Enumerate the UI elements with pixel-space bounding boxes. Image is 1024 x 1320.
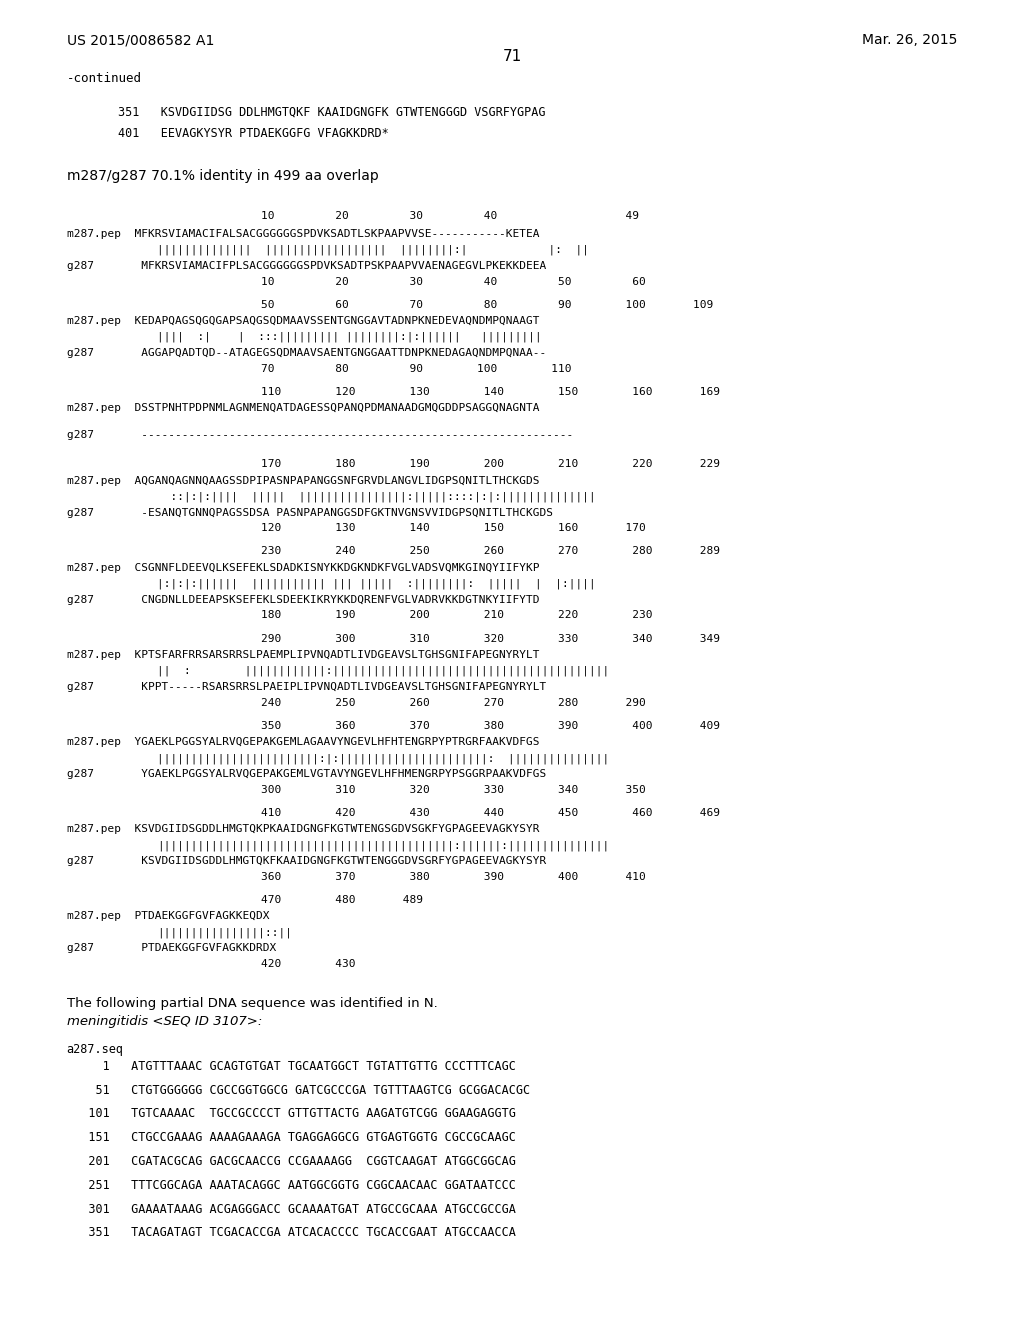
Text: g287       MFKRSVIAMACIFPLSACGGGGGGSPDVKSADTPSKPAAPVVAENAGEGVLPKEKKDEEA: g287 MFKRSVIAMACIFPLSACGGGGGGSPDVKSADTPS… [67, 261, 546, 271]
Text: m287.pep  PTDAEKGGFGVFAGKKEQDX: m287.pep PTDAEKGGFGVFAGKKEQDX [67, 911, 269, 921]
Text: 110        120        130        140        150        160       169: 110 120 130 140 150 160 169 [261, 387, 720, 397]
Text: 251   TTTCGGCAGA AAATACAGGC AATGGCGGTG CGGCAACAAC GGATAATCCC: 251 TTTCGGCAGA AAATACAGGC AATGGCGGTG CGG… [67, 1179, 515, 1192]
Text: 170        180        190        200        210        220       229: 170 180 190 200 210 220 229 [261, 459, 720, 470]
Text: 301   GAAAATAAAG ACGAGGGACC GCAAAATGAT ATGCCGCAAA ATGCCGCCGA: 301 GAAAATAAAG ACGAGGGACC GCAAAATGAT ATG… [67, 1203, 515, 1216]
Text: g287       CNGDNLLDEEAPSKSEFEKLSDEEKIKRYKKDQRENFVGLVADRVKKDGTNKYIIFYTD: g287 CNGDNLLDEEAPSKSEFEKLSDEEKIKRYKKDQRE… [67, 594, 539, 605]
Text: ||||||||||||||||||||||||:|:||||||||||||||||||||||:  |||||||||||||||: ||||||||||||||||||||||||:|:|||||||||||||… [157, 752, 609, 763]
Text: ||  :        ||||||||||||:|||||||||||||||||||||||||||||||||||||||||: || : ||||||||||||:||||||||||||||||||||||… [157, 667, 609, 676]
Text: 201   CGATACGCAG GACGCAACCG CCGAAAAGG  CGGTCAAGAT ATGGCGGCAG: 201 CGATACGCAG GACGCAACCG CCGAAAAGG CGGT… [67, 1155, 515, 1168]
Text: ||||||||||||||||||||||||||||||||||||||||||||:||||||:|||||||||||||||: ||||||||||||||||||||||||||||||||||||||||… [157, 841, 609, 850]
Text: ||||  :|    |  :::||||||||| ||||||||:|:||||||   |||||||||: |||| :| | :::||||||||| ||||||||:|:||||||… [157, 331, 542, 342]
Text: 10         20         30         40                   49: 10 20 30 40 49 [261, 211, 639, 222]
Text: 71: 71 [503, 49, 521, 63]
Text: g287       KSVDGIIDSGDDLHMGTQKFKAAIDGNGFKGTWTENGGGDVSGRFYGPAGEEVAGKYSYR: g287 KSVDGIIDSGDDLHMGTQKFKAAIDGNGFKGTWTE… [67, 857, 546, 866]
Text: m287.pep  YGAEKLPGGSYALRVQGEPAKGEMLAGAAVYNGEVLHFHTENGRPYPTRGRFAAKVDFGS: m287.pep YGAEKLPGGSYALRVQGEPAKGEMLAGAAVY… [67, 737, 539, 747]
Text: 360        370        380        390        400       410: 360 370 380 390 400 410 [261, 871, 646, 882]
Text: |:|:|:||||||  ||||||||||| ||| |||||  :||||||||:  |||||  |  |:||||: |:|:|:|||||| ||||||||||| ||| ||||| :||||… [157, 578, 595, 589]
Text: 180        190        200        210        220        230: 180 190 200 210 220 230 [261, 610, 652, 620]
Text: ||||||||||||||||::||: ||||||||||||||||::|| [157, 927, 292, 937]
Text: 151   CTGCCGAAAG AAAAGAAAGA TGAGGAGGCG GTGAGTGGTG CGCCGCAAGC: 151 CTGCCGAAAG AAAAGAAAGA TGAGGAGGCG GTG… [67, 1131, 515, 1144]
Text: g287       ----------------------------------------------------------------: g287 -----------------------------------… [67, 430, 572, 441]
Text: 51   CTGTGGGGGG CGCCGGTGGCG GATCGCCCGA TGTTTAAGTCG GCGGACACGC: 51 CTGTGGGGGG CGCCGGTGGCG GATCGCCCGA TGT… [67, 1084, 529, 1097]
Text: m287.pep  KPTSFARFRRSARSRRSLPAEMPLIPVNQADTLIVDGEAVSLTGHSGNIFAPEGNYRYLT: m287.pep KPTSFARFRRSARSRRSLPAEMPLIPVNQAD… [67, 651, 539, 660]
Text: -continued: -continued [67, 71, 141, 84]
Text: 101   TGTCAAAAC  TGCCGCCCCT GTTGTTACTG AAGATGTCGG GGAAGAGGTG: 101 TGTCAAAAC TGCCGCCCCT GTTGTTACTG AAGA… [67, 1107, 515, 1121]
Text: g287       -ESANQTGNNQPAGSSDSA PASNPAPANGGSDFGKTNVGNSVVIDGPSQNITLTHCKGDS: g287 -ESANQTGNNQPAGSSDSA PASNPAPANGGSDFG… [67, 507, 553, 517]
Text: g287       YGAEKLPGGSYALRVQGEPAKGEMLVGTAVYNGEVLHFHMENGRPYPSGGRPAAKVDFGS: g287 YGAEKLPGGSYALRVQGEPAKGEMLVGTAVYNGEV… [67, 768, 546, 779]
Text: The following partial DNA sequence was identified in N.: The following partial DNA sequence was i… [67, 997, 437, 1010]
Text: 350        360        370        380        390        400       409: 350 360 370 380 390 400 409 [261, 721, 720, 731]
Text: ::|:|:||||  |||||  ||||||||||||||||:|||||::::|:|:||||||||||||||: ::|:|:|||| ||||| ||||||||||||||||:|||||:… [157, 492, 595, 502]
Text: 401   EEVAGKYSYR PTDAEKGGFG VFAGKKDRD*: 401 EEVAGKYSYR PTDAEKGGFG VFAGKKDRD* [118, 128, 388, 140]
Text: 1   ATGTTTAAAC GCAGTGTGAT TGCAATGGCT TGTATTGTTG CCCTTTCAGC: 1 ATGTTTAAAC GCAGTGTGAT TGCAATGGCT TGTAT… [67, 1060, 515, 1073]
Text: US 2015/0086582 A1: US 2015/0086582 A1 [67, 33, 214, 48]
Text: m287.pep  CSGNNFLDEEVQLKSEFEKLSDADKISNYKKDGKNDKFVGLVADSVQMKGINQYIIFYKP: m287.pep CSGNNFLDEEVQLKSEFEKLSDADKISNYKK… [67, 562, 539, 573]
Text: 300        310        320        330        340       350: 300 310 320 330 340 350 [261, 784, 646, 795]
Text: 470        480       489: 470 480 489 [261, 895, 423, 906]
Text: m287.pep  MFKRSVIAMACIFALSACGGGGGGSPDVKSADTLSKPAAPVVSE-----------KETEA: m287.pep MFKRSVIAMACIFALSACGGGGGGSPDVKSA… [67, 230, 539, 239]
Text: 70         80         90        100        110: 70 80 90 100 110 [261, 363, 571, 374]
Text: 351   TACAGATAGT TCGACACCGA ATCACACCCC TGCACCGAAT ATGCCAACCA: 351 TACAGATAGT TCGACACCGA ATCACACCCC TGC… [67, 1226, 515, 1239]
Text: g287       KPPT-----RSARSRRSLPAEIPLIPVNQADTLIVDGEAVSLTGHSGNIFAPEGNYRYLT: g287 KPPT-----RSARSRRSLPAEIPLIPVNQADTLIV… [67, 681, 546, 692]
Text: Mar. 26, 2015: Mar. 26, 2015 [862, 33, 957, 48]
Text: g287       AGGAPQADTQD--ATAGEGSQDMAAVSAENTGNGGAATTDNPKNEDAGAQNDMPQNAA--: g287 AGGAPQADTQD--ATAGEGSQDMAAVSAENTGNGG… [67, 347, 546, 358]
Text: m287.pep  KSVDGIIDSGDDLHMGTQKPKAAIDGNGFKGTWTENGSGDVSGKFYGPAGEEVAGKYSYR: m287.pep KSVDGIIDSGDDLHMGTQKPKAAIDGNGFKG… [67, 824, 539, 834]
Text: 230        240        250        260        270        280       289: 230 240 250 260 270 280 289 [261, 546, 720, 557]
Text: 290        300        310        320        330        340       349: 290 300 310 320 330 340 349 [261, 634, 720, 644]
Text: m287.pep  AQGANQAGNNQAAGSSDPIPASNPAPANGGSNFGRVDLANGVLIDGPSQNITLTHCKGDS: m287.pep AQGANQAGNNQAAGSSDPIPASNPAPANGGS… [67, 477, 539, 486]
Text: a287.seq: a287.seq [67, 1043, 124, 1056]
Text: ||||||||||||||  ||||||||||||||||||  ||||||||:|            |:  ||: |||||||||||||| |||||||||||||||||| ||||||… [157, 244, 589, 255]
Text: 240        250        260        270        280       290: 240 250 260 270 280 290 [261, 697, 646, 708]
Text: 120        130        140        150        160       170: 120 130 140 150 160 170 [261, 523, 646, 533]
Text: 351   KSVDGIIDSG DDLHMGTQKF KAAIDGNGFK GTWTENGGGD VSGRFYGPAG: 351 KSVDGIIDSG DDLHMGTQKF KAAIDGNGFK GTW… [118, 106, 545, 119]
Text: 420        430: 420 430 [261, 958, 355, 969]
Text: 50         60         70         80         90        100       109: 50 60 70 80 90 100 109 [261, 300, 714, 310]
Text: m287.pep  DSSTPNHTPDPNMLAGNMENQATDAGESSQPANQPDMANAADGMQGDDPSAGGQNAGNTA: m287.pep DSSTPNHTPDPNMLAGNMENQATDAGESSQP… [67, 404, 539, 413]
Text: 10         20         30         40         50         60: 10 20 30 40 50 60 [261, 277, 646, 286]
Text: g287       PTDAEKGGFGVFAGKKDRDX: g287 PTDAEKGGFGVFAGKKDRDX [67, 942, 275, 953]
Text: meningitidis <SEQ ID 3107>:: meningitidis <SEQ ID 3107>: [67, 1015, 262, 1028]
Text: m287/g287 70.1% identity in 499 aa overlap: m287/g287 70.1% identity in 499 aa overl… [67, 169, 378, 183]
Text: m287.pep  KEDAPQAGSQGQGAPSAQGSQDMAAVSSENTGNGGAVTADNPKNEDEVAQNDMPQNAAGT: m287.pep KEDAPQAGSQGQGAPSAQGSQDMAAVSSENT… [67, 317, 539, 326]
Text: 410        420        430        440        450        460       469: 410 420 430 440 450 460 469 [261, 808, 720, 818]
